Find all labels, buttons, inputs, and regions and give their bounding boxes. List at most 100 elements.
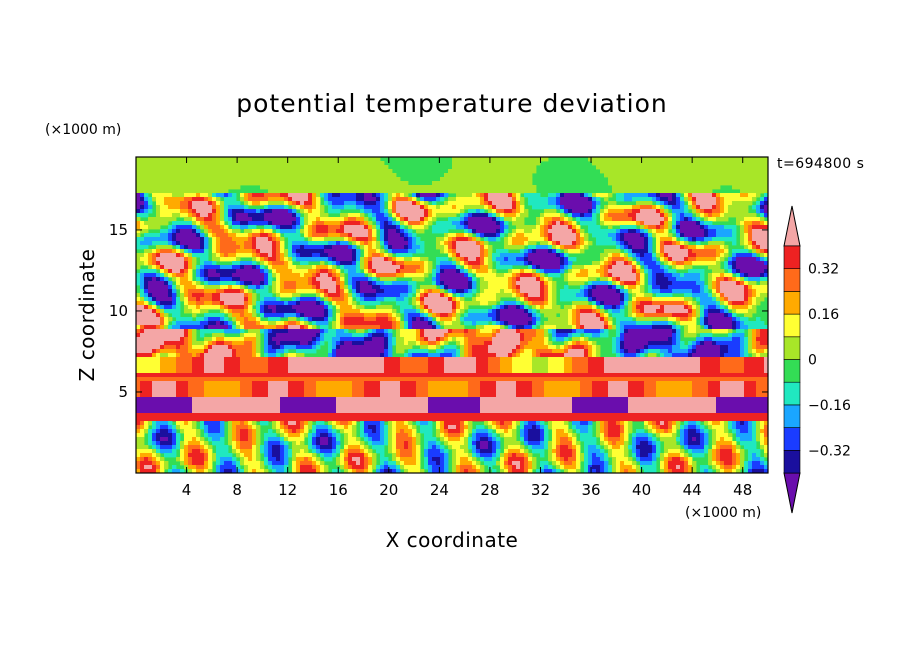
field-cell <box>216 213 221 218</box>
field-cell <box>244 265 253 270</box>
field-cell <box>532 325 537 330</box>
field-cell <box>392 221 397 226</box>
field-cell <box>748 237 753 242</box>
field-cell <box>228 325 233 330</box>
field-cell <box>588 469 597 473</box>
field-cell <box>396 297 405 302</box>
field-cell <box>552 441 557 446</box>
field-cell <box>356 281 361 286</box>
field-cell <box>368 257 373 262</box>
field-cell <box>260 265 265 270</box>
field-cell <box>140 297 145 302</box>
field-cell <box>600 429 605 434</box>
field-cell <box>748 245 753 250</box>
field-cell <box>692 389 709 394</box>
field-cell <box>384 333 389 338</box>
field-cell <box>540 221 545 226</box>
field-cell <box>616 461 621 466</box>
field-cell <box>464 421 469 426</box>
field-cell <box>504 429 509 434</box>
field-cell <box>716 341 741 346</box>
field-cell <box>372 209 381 214</box>
field-cell <box>512 461 521 466</box>
field-cell <box>488 285 509 290</box>
field-cell <box>600 441 605 446</box>
field-cell <box>144 237 169 242</box>
field-cell <box>152 277 157 282</box>
field-cell <box>548 329 553 334</box>
field-cell <box>292 293 301 298</box>
field-cell <box>140 289 145 294</box>
field-cell <box>316 201 321 206</box>
field-cell <box>752 249 757 254</box>
field-cell <box>616 457 629 462</box>
field-cell <box>444 237 449 242</box>
field-cell <box>196 285 205 290</box>
field-cell <box>204 301 213 306</box>
field-cell <box>360 221 365 226</box>
x-tick-label: 24 <box>430 481 449 499</box>
field-cell <box>304 325 309 330</box>
field-cell <box>464 221 469 226</box>
field-cell <box>760 429 765 434</box>
field-cell <box>496 221 501 226</box>
field-cell <box>292 449 301 454</box>
field-cell <box>492 433 497 438</box>
field-cell <box>476 293 481 298</box>
field-cell <box>644 421 649 426</box>
field-cell <box>696 421 701 426</box>
field-cell <box>276 281 281 286</box>
field-cell <box>576 469 581 473</box>
field-cell <box>568 313 573 318</box>
field-cell <box>692 293 709 298</box>
field-cell <box>204 353 233 358</box>
field-cell <box>608 309 613 314</box>
field-cell <box>672 337 677 342</box>
field-cell <box>160 457 165 462</box>
field-cell <box>240 285 245 290</box>
field-cell <box>208 425 221 430</box>
field-cell <box>360 285 373 290</box>
field-cell <box>572 325 577 330</box>
field-cell <box>700 429 705 434</box>
field-cell <box>548 449 553 454</box>
field-cell <box>752 453 757 458</box>
field-cell <box>712 213 721 218</box>
field-cell <box>436 257 449 262</box>
field-cell <box>280 441 285 446</box>
field-cell <box>540 469 545 473</box>
field-cell <box>208 269 217 274</box>
field-cell <box>640 261 645 266</box>
field-cell <box>656 193 661 198</box>
field-cell <box>712 293 717 298</box>
field-cell <box>700 221 705 226</box>
field-cell <box>756 193 761 198</box>
field-cell <box>656 433 661 438</box>
field-cell <box>136 229 141 234</box>
field-cell <box>564 257 569 262</box>
field-cell <box>696 245 705 250</box>
field-cell <box>384 345 389 350</box>
field-cell <box>220 425 225 430</box>
field-cell <box>164 325 169 330</box>
field-cell <box>668 337 673 342</box>
field-cell <box>740 341 745 346</box>
field-cell <box>256 257 261 262</box>
field-cell <box>180 253 185 258</box>
field-cell <box>396 457 401 462</box>
field-cell <box>728 257 733 262</box>
field-cell <box>624 429 629 434</box>
field-cell <box>592 161 768 166</box>
field-cell <box>368 437 373 442</box>
field-cell <box>712 337 733 342</box>
field-cell <box>588 193 593 198</box>
field-cell <box>504 257 509 262</box>
field-cell <box>532 445 545 450</box>
field-cell <box>640 453 649 458</box>
field-cell <box>296 221 301 226</box>
field-cell <box>572 309 577 314</box>
field-cell <box>392 257 397 262</box>
field-cell <box>724 249 729 254</box>
field-cell <box>328 437 333 442</box>
field-cell <box>572 241 577 246</box>
